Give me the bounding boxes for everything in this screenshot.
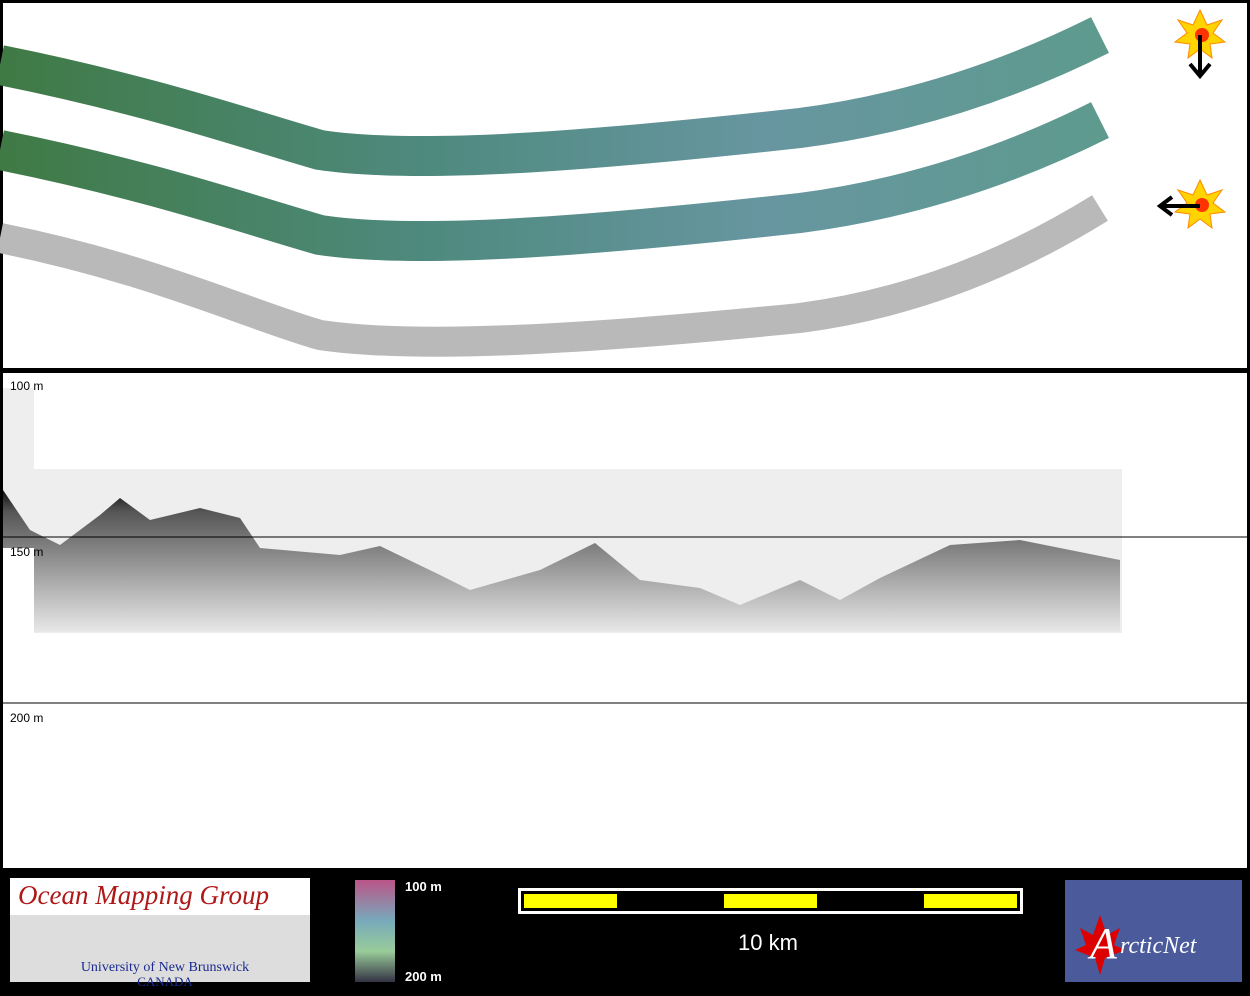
scale-segment [724, 894, 817, 908]
depth-label: 150 m [10, 545, 43, 559]
scale-bottom: 200 m [405, 969, 442, 984]
arrow [1188, 35, 1212, 80]
bathymetry-swath [0, 17, 1109, 177]
logo-country: CANADA [137, 974, 193, 989]
scale-top: 100 m [405, 879, 442, 894]
scale-label: 10 km [738, 930, 798, 955]
depth-label: 100 m [10, 379, 43, 393]
logo-title: Ocean Mapping Group [18, 880, 269, 910]
backscatter-swath [0, 195, 1108, 357]
color-scale [355, 880, 395, 982]
seabed-echo [3, 490, 1120, 632]
scale-segment [924, 894, 1017, 908]
logo-image [10, 915, 310, 982]
logo-subtitle: University of New Brunswick [81, 960, 249, 975]
bathymetry-swath [0, 102, 1109, 262]
maple-leaf [1075, 915, 1125, 975]
scale-segment [524, 894, 617, 908]
partner-initial: A [1087, 919, 1118, 968]
arrow [1156, 195, 1200, 217]
depth-label: 200 m [10, 711, 43, 725]
partner-name: rcticNet [1120, 933, 1198, 959]
